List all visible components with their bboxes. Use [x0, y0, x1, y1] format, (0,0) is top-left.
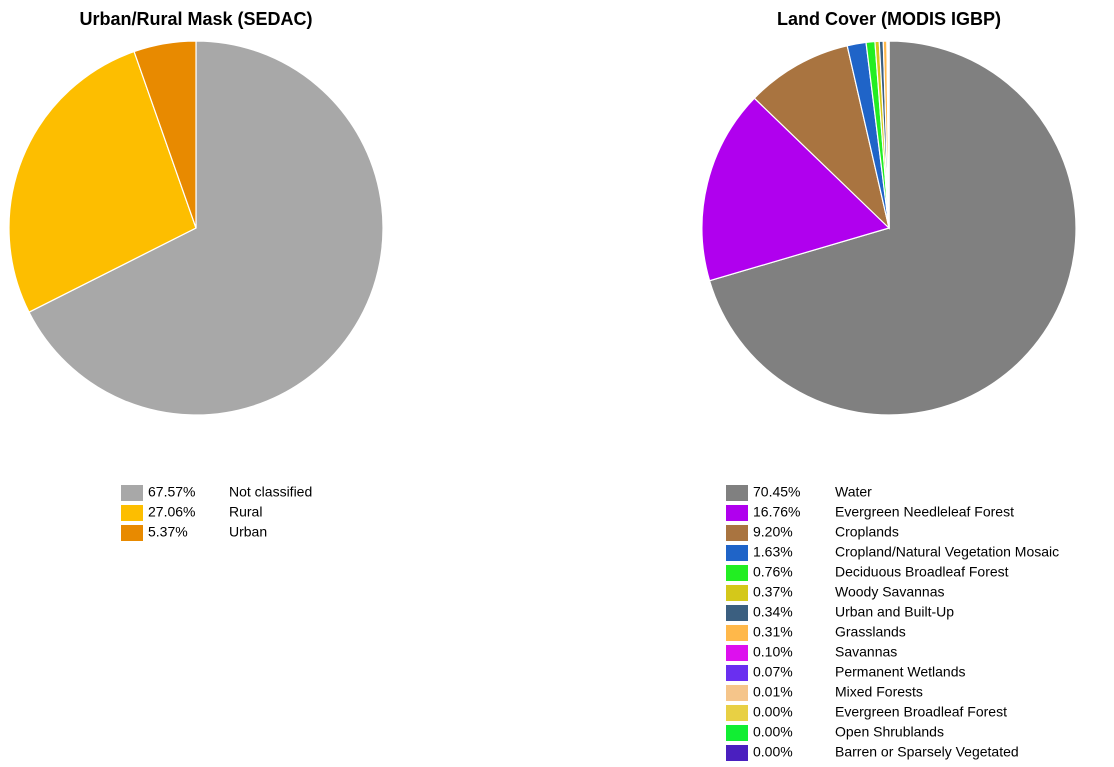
- legend-label: Savannas: [835, 644, 897, 660]
- legend-swatch: [726, 745, 748, 761]
- legend-label: Grasslands: [835, 624, 906, 640]
- legend-value: 0.00%: [753, 704, 793, 720]
- legend-value: 0.76%: [753, 564, 793, 580]
- legend-swatch: [726, 625, 748, 641]
- legend-swatch: [726, 645, 748, 661]
- legend-label: Rural: [229, 504, 262, 520]
- legend-label: Urban: [229, 524, 267, 540]
- legend-swatch: [726, 505, 748, 521]
- legend-label: Evergreen Needleleaf Forest: [835, 504, 1014, 520]
- pie-slice: [753, 45, 891, 230]
- legend-value: 0.00%: [753, 724, 793, 740]
- legend-value: 0.00%: [753, 744, 793, 760]
- legend-swatch: [121, 485, 143, 501]
- legend-label: Woody Savannas: [835, 584, 944, 600]
- legend-value: 67.57%: [148, 484, 195, 500]
- legend-swatch: [726, 565, 748, 581]
- legend-value: 16.76%: [753, 504, 800, 520]
- legend-label: Deciduous Broadleaf Forest: [835, 564, 1009, 580]
- legend-swatch: [121, 505, 143, 521]
- pie-slice: [133, 40, 197, 229]
- legend-swatch: [726, 665, 748, 681]
- legend-label: Croplands: [835, 524, 899, 540]
- pie-slice: [701, 97, 891, 282]
- legend-swatch: [726, 485, 748, 501]
- legend-label: Not classified: [229, 484, 312, 500]
- legend-value: 0.01%: [753, 684, 793, 700]
- legend-value: 9.20%: [753, 524, 793, 540]
- pie-slice: [708, 40, 1077, 416]
- pie-slice: [8, 50, 197, 313]
- legend-value: 1.63%: [753, 544, 793, 560]
- legend-label: Mixed Forests: [835, 684, 923, 700]
- legend-swatch: [121, 525, 143, 541]
- legend-value: 70.45%: [753, 484, 800, 500]
- legend-value: 0.34%: [753, 604, 793, 620]
- legend-swatch: [726, 585, 748, 601]
- legend-swatch: [726, 525, 748, 541]
- legend-swatch: [726, 605, 748, 621]
- legend-swatch: [726, 705, 748, 721]
- legend-value: 0.07%: [753, 664, 793, 680]
- legend-label: Urban and Built-Up: [835, 604, 954, 620]
- legend-swatch: [726, 685, 748, 701]
- legend-value: 0.10%: [753, 644, 793, 660]
- legend-swatch: [726, 725, 748, 741]
- legend-label: Open Shrublands: [835, 724, 944, 740]
- legend-value: 0.31%: [753, 624, 793, 640]
- legend-label: Permanent Wetlands: [835, 664, 965, 680]
- pie-slice: [28, 40, 384, 416]
- legend-label: Barren or Sparsely Vegetated: [835, 744, 1019, 760]
- legend-value: 0.37%: [753, 584, 793, 600]
- legend-value: 27.06%: [148, 504, 195, 520]
- legend-label: Evergreen Broadleaf Forest: [835, 704, 1007, 720]
- legend-label: Water: [835, 484, 872, 500]
- chart-title: Urban/Rural Mask (SEDAC): [79, 9, 312, 29]
- legend-label: Cropland/Natural Vegetation Mosaic: [835, 544, 1059, 560]
- chart-title: Land Cover (MODIS IGBP): [777, 9, 1001, 29]
- legend-value: 5.37%: [148, 524, 188, 540]
- legend-swatch: [726, 545, 748, 561]
